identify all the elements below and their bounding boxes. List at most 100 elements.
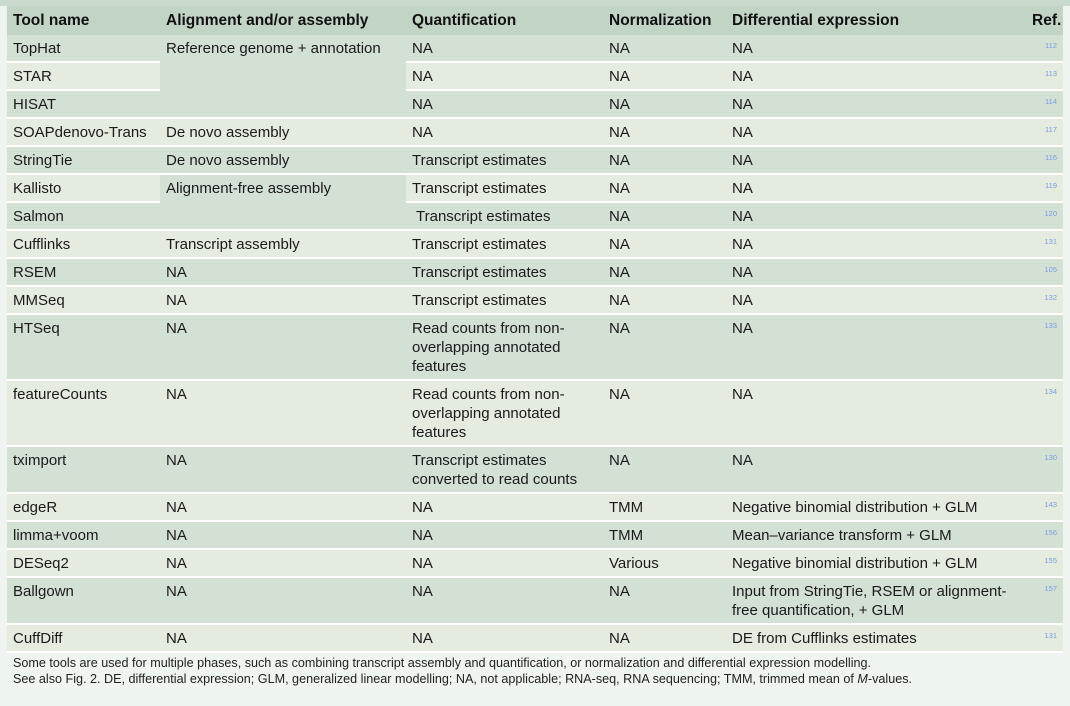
cell-quantification: Transcript estimates	[406, 146, 603, 175]
cell-alignment: Transcript assembly	[160, 230, 406, 259]
cell-quantification: Transcript estimates	[406, 258, 603, 287]
cell-quantification: NA	[406, 62, 603, 91]
cell-alignment: NA	[160, 258, 406, 287]
cell-differential-expression: DE from Cufflinks estimates	[726, 624, 1026, 653]
cell-tool-name: TopHat	[7, 35, 160, 63]
cell-quantification: NA	[406, 118, 603, 147]
footnote-line-2c: -values.	[867, 672, 913, 686]
cell-alignment: NA	[160, 286, 406, 315]
cell-normalization: TMM	[603, 521, 726, 550]
table-row: Salmon Transcript estimates NA NA 120	[7, 202, 1063, 231]
cell-tool-name: featureCounts	[7, 380, 160, 447]
footnote-line-2a: See also Fig. 2. DE, differential expres…	[13, 672, 858, 686]
cell-quantification: NA	[406, 624, 603, 653]
cell-differential-expression: NA	[726, 258, 1026, 287]
cell-normalization: NA	[603, 314, 726, 381]
cell-quantification: NA	[406, 90, 603, 119]
table-row: MMSeq NA Transcript estimates NA NA 132	[7, 286, 1063, 315]
cell-normalization: NA	[603, 35, 726, 63]
cell-alignment: NA	[160, 549, 406, 578]
cell-normalization: NA	[603, 577, 726, 625]
cell-normalization: NA	[603, 118, 726, 147]
cell-quantification: Transcript estimates converted to read c…	[406, 446, 603, 494]
cell-ref: 134	[1026, 380, 1063, 447]
table-row: SOAPdenovo-Trans De novo assembly NA NA NA 11…	[7, 118, 1063, 147]
cell-alignment: NA	[160, 314, 406, 381]
cell-ref: 130	[1026, 446, 1063, 494]
cell-normalization: NA	[603, 446, 726, 494]
cell-differential-expression: NA	[726, 314, 1026, 381]
cell-tool-name: HISAT	[7, 90, 160, 119]
cell-tool-name: STAR	[7, 62, 160, 91]
cell-tool-name: tximport	[7, 446, 160, 494]
footnote-line-1: Some tools are used for multiple phases,…	[13, 656, 871, 670]
cell-tool-name: edgeR	[7, 493, 160, 522]
header-differential-expression: Differential expression	[726, 6, 1026, 35]
cell-quantification: NA	[406, 35, 603, 63]
cell-alignment: NA	[160, 446, 406, 494]
header-normalization: Normalization	[603, 6, 726, 35]
cell-differential-expression: NA	[726, 90, 1026, 119]
cell-tool-name: Kallisto	[7, 174, 160, 203]
cell-tool-name: MMSeq	[7, 286, 160, 315]
table-row: CuffDiff NA NA NA DE from Cufflinks estimate…	[7, 624, 1063, 653]
cell-quantification: Transcript estimates	[406, 286, 603, 315]
table-row: HTSeq NA Read counts from non-overlapping …	[7, 314, 1063, 381]
cell-tool-name: DESeq2	[7, 549, 160, 578]
cell-ref: 114	[1026, 90, 1063, 119]
cell-differential-expression: NA	[726, 174, 1026, 203]
cell-ref: 117	[1026, 118, 1063, 147]
cell-tool-name: Cufflinks	[7, 230, 160, 259]
cell-quantification: Read counts from non-overlapping annotat…	[406, 380, 603, 447]
cell-normalization: NA	[603, 90, 726, 119]
cell-alignment: NA	[160, 577, 406, 625]
cell-ref: 132	[1026, 286, 1063, 315]
cell-ref: 119	[1026, 174, 1063, 203]
table-row: Ballgown NA NA NA Input from StringTie, RSEM…	[7, 577, 1063, 625]
cell-tool-name: SOAPdenovo-Trans	[7, 118, 160, 147]
cell-ref: 120	[1026, 202, 1063, 231]
table-row: Kallisto Alignment-free assembly Transcrip…	[7, 174, 1063, 231]
top-strip	[0, 0, 1070, 6]
cell-alignment: NA	[160, 624, 406, 653]
table-row: TopHat Reference genome + annotation NA NA N…	[7, 35, 1063, 119]
cell-differential-expression: NA	[726, 118, 1026, 147]
tools-table: Tool name Alignment and/or assembly Quan…	[7, 6, 1063, 653]
cell-tool-name: StringTie	[7, 146, 160, 175]
cell-alignment: Reference genome + annotation	[160, 35, 406, 119]
cell-differential-expression: NA	[726, 380, 1026, 447]
cell-normalization: NA	[603, 230, 726, 259]
cell-differential-expression: Negative binomial distribution + GLM	[726, 493, 1026, 522]
table-row: STAR NA NA NA 113	[7, 62, 1063, 91]
cell-alignment: Alignment-free assembly	[160, 174, 406, 231]
cell-normalization: NA	[603, 286, 726, 315]
cell-differential-expression: Negative binomial distribution + GLM	[726, 549, 1026, 578]
cell-quantification: Transcript estimates	[406, 230, 603, 259]
table-row: DESeq2 NA NA Various Negative binomial distr…	[7, 549, 1063, 578]
table-row: featureCounts NA Read counts from non-over…	[7, 380, 1063, 447]
cell-ref: 112	[1026, 35, 1063, 63]
cell-alignment: NA	[160, 521, 406, 550]
table-row: HISAT NA NA NA 114	[7, 90, 1063, 119]
table-row: Cufflinks Transcript assembly Transcript e…	[7, 230, 1063, 259]
header-tool-name: Tool name	[7, 6, 160, 35]
header-ref: Ref.	[1026, 6, 1063, 35]
cell-quantification: Transcript estimates	[406, 202, 603, 231]
cell-normalization: NA	[603, 202, 726, 231]
header-quantification: Quantification	[406, 6, 603, 35]
table-row: RSEM NA Transcript estimates NA NA 105	[7, 258, 1063, 287]
cell-ref: 156	[1026, 521, 1063, 550]
cell-quantification: NA	[406, 521, 603, 550]
cell-differential-expression: Mean–variance transform + GLM	[726, 521, 1026, 550]
cell-ref: 157	[1026, 577, 1063, 625]
table-row: limma+voom NA NA TMM Mean–variance transform…	[7, 521, 1063, 550]
cell-alignment: De novo assembly	[160, 118, 406, 147]
cell-normalization: NA	[603, 62, 726, 91]
cell-ref: 133	[1026, 314, 1063, 381]
cell-ref: 155	[1026, 549, 1063, 578]
cell-ref: 105	[1026, 258, 1063, 287]
cell-normalization: NA	[603, 146, 726, 175]
cell-tool-name: Ballgown	[7, 577, 160, 625]
table-row: tximport NA Transcript estimates converted…	[7, 446, 1063, 494]
